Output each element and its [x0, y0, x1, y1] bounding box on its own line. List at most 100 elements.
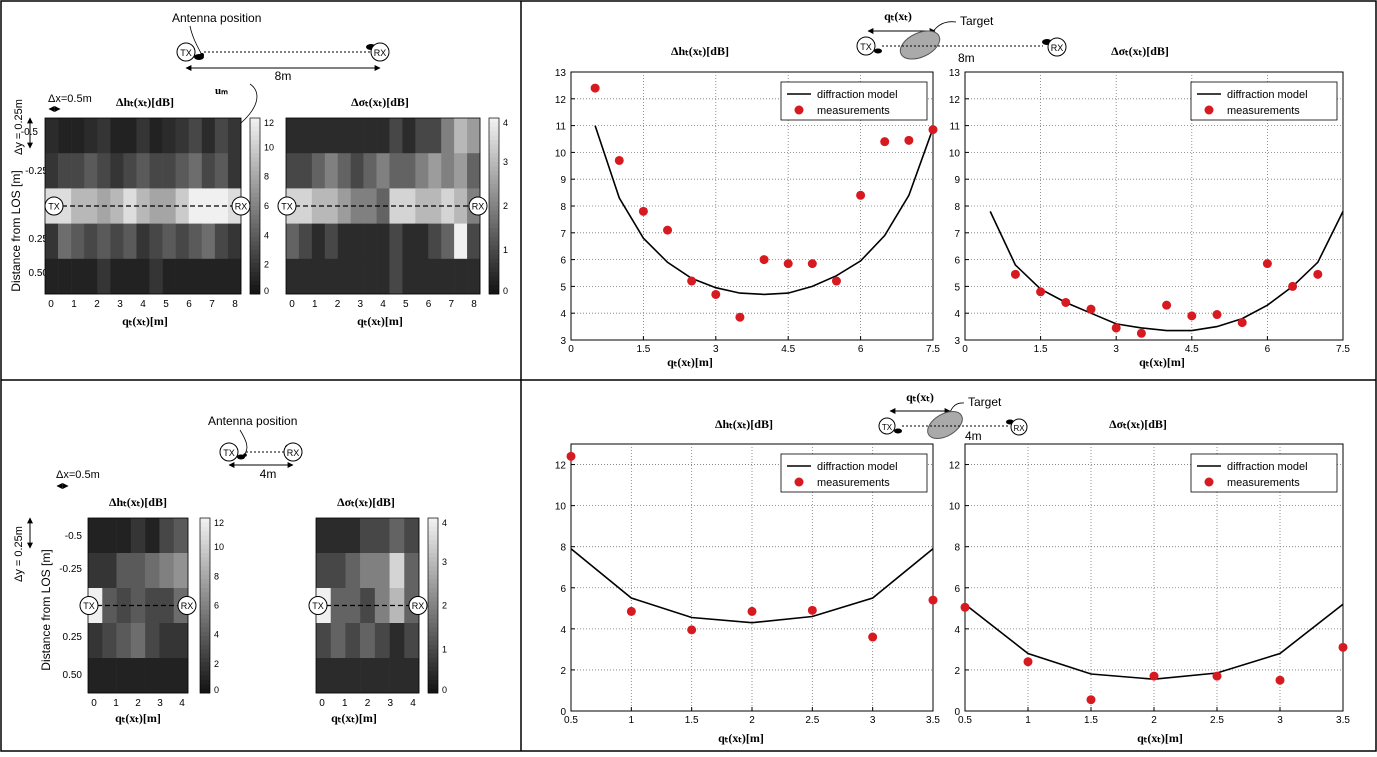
measurement-point [831, 276, 841, 286]
x-tick-label: 0 [91, 698, 97, 709]
measurement-point [614, 155, 624, 165]
heatmap-cell [123, 153, 137, 189]
heatmap-cell [311, 118, 326, 154]
y-tick-label: 12 [555, 461, 567, 472]
heatmap-cell [201, 223, 216, 260]
heatmap-cell [454, 223, 468, 260]
colorbar-segment [428, 544, 438, 550]
colorbar-segment [489, 122, 499, 128]
heatmap-cell [149, 188, 163, 224]
heatmap-cell [116, 518, 132, 554]
plot-title: Δhₜ(xₜ)[dB] [671, 44, 729, 58]
heatmap-cell [316, 553, 332, 589]
colorbar-segment [489, 179, 499, 185]
diffraction-model-line [594, 125, 934, 296]
heatmap-cell [402, 118, 416, 154]
distance-label: 8m [958, 51, 975, 65]
heatmap-cell [175, 153, 190, 189]
heatmap-cell [123, 258, 137, 295]
colorbar-frame [427, 517, 439, 694]
bottom-left-panel: Antenna position TX RX 4m Δx=0.5m Δy = 0… [13, 414, 447, 725]
colorbar-tick-label: 2 [442, 601, 447, 611]
y-tick-label: 13 [949, 68, 961, 79]
heatmap-cell [404, 518, 420, 554]
heatmap-cell [337, 153, 351, 189]
colorbar-segment [200, 640, 210, 646]
colorbar-segment [250, 210, 260, 216]
colorbar-segment [200, 666, 210, 672]
heatmap-cell [350, 118, 364, 154]
legend-box [780, 81, 928, 121]
y-tick-label: 9 [954, 175, 960, 186]
colorbar-sigma: 0 1 2 3 4 [488, 117, 508, 296]
x-tick-label: 1 [629, 715, 635, 726]
colorbar-segment [250, 140, 260, 145]
measurement-point [1338, 642, 1348, 652]
colorbar-segment [428, 666, 438, 672]
heatmap-cell [441, 223, 455, 260]
plot-bottom-sigma: Δσₜ(xₜ)[dB] qₜ(xₜ)[m] 0.5 1 1.5 2 2.5 3 3.5 0 2 4 6 8… [949, 417, 1351, 745]
heatmap-cell [330, 658, 346, 694]
target-ellipse [899, 30, 941, 60]
colorbar-segment [200, 623, 210, 628]
y-tick-label: 10 [555, 148, 567, 159]
x-axis-label: qₜ(xₜ)[m] [1137, 731, 1183, 745]
legend-marker-swatch [794, 477, 804, 487]
colorbar-segment [250, 192, 260, 198]
heatmap-cell [345, 553, 361, 589]
rx-node-label: RX [1051, 43, 1064, 53]
x-tick-label: 1 [312, 299, 318, 310]
colorbar-segment [489, 254, 499, 260]
tx-node [219, 442, 239, 462]
colorbar-segment [200, 688, 210, 694]
colorbar-segment [489, 166, 499, 172]
heatmap-cell [376, 118, 390, 154]
measurement-point [1010, 269, 1020, 279]
y-tick-label: 11 [556, 122, 567, 133]
heatmap-cell [227, 223, 242, 260]
colorbar-segment [489, 258, 499, 264]
colorbar-segment [428, 649, 438, 655]
rx-node-label: RX [1013, 424, 1025, 433]
y-tick-label: 4 [560, 309, 566, 320]
heatmap-cell [149, 153, 163, 189]
y-tick-label: 4 [954, 625, 960, 636]
x-tick-label: 3 [157, 698, 163, 709]
colorbar-segment [200, 618, 210, 624]
y-tick-label: 4 [560, 625, 566, 636]
heatmap-cell [88, 623, 103, 659]
um-label: uₘ [215, 85, 228, 97]
colorbar-tick-label: 0 [264, 286, 269, 296]
colorbar-segment [489, 289, 499, 295]
colorbar-segment [428, 526, 438, 532]
heatmap-cell [123, 118, 137, 154]
colorbar-tick-label: 8 [264, 172, 269, 182]
heatmap-cell [162, 153, 176, 189]
x-tick-label: 2 [135, 698, 141, 709]
measurement-point [1111, 323, 1121, 333]
heatmap-cell [201, 118, 216, 154]
x-tick-label: 1.5 [1034, 344, 1048, 355]
heatmap-cell [330, 518, 346, 554]
heatmap-cell [467, 223, 481, 260]
heatmap-cell [214, 153, 229, 189]
colorbar-segment [250, 219, 260, 224]
colorbar-segment [489, 214, 499, 220]
x-tick-label: 2 [335, 299, 341, 310]
heatmap-cell [214, 118, 229, 154]
tx-antenna-icon [874, 48, 882, 54]
measurement-point [1086, 695, 1096, 705]
x-tick-label: 2 [749, 715, 755, 726]
tx-node-label: TX [223, 448, 235, 458]
heatmap-cell [214, 188, 229, 224]
measurement-point [928, 125, 938, 135]
plot-title: Δσₜ(xₜ)[dB] [1109, 417, 1167, 431]
colorbar-segment [200, 535, 210, 541]
x-tick-label: 5 [163, 299, 169, 310]
heatmap-cell [360, 518, 376, 554]
heatmap-cell [350, 223, 364, 260]
x-tick-label: 0 [568, 344, 574, 355]
heatmap-cell [324, 153, 339, 189]
colorbar-segment [489, 201, 499, 207]
heatmap-h: TX RX 0 1 2 3 4 5 6 7 8 [44, 117, 251, 310]
